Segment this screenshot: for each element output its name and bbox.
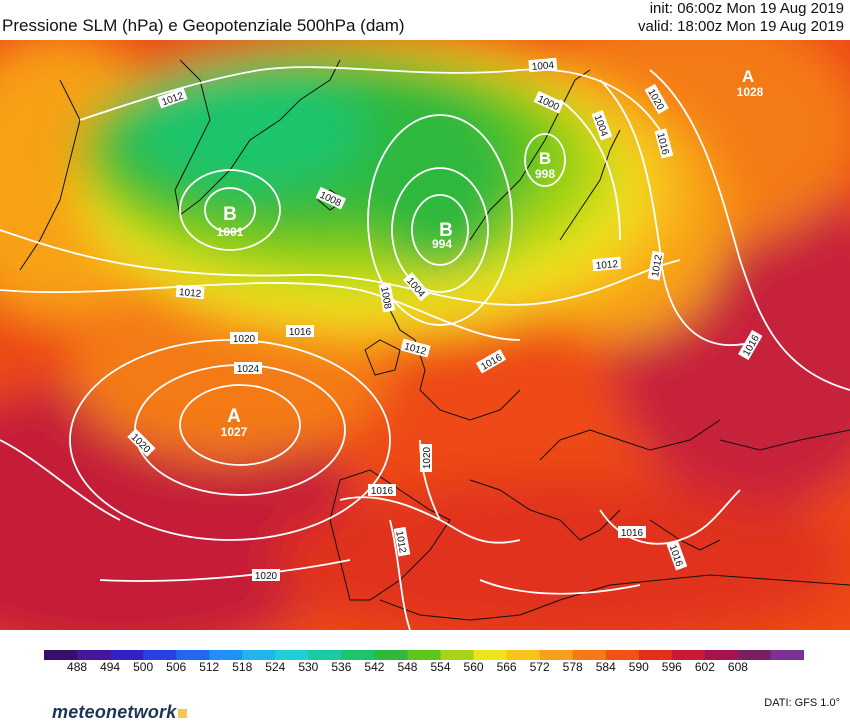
colorbar-swatch (638, 650, 673, 660)
colorbar-tick-label: 596 (661, 660, 682, 674)
colorbar-swatch (77, 650, 111, 660)
colorbar-swatch (737, 650, 772, 660)
colorbar-tick-label: 560 (463, 660, 484, 674)
pressure-centers: B 1001 B 994 B 998 A 1027 A 1028 (217, 67, 764, 439)
isobars (0, 66, 850, 630)
valid-time: valid: 18:00z Mon 19 Aug 2019 (638, 18, 844, 35)
colorbar-tick-label: 500 (133, 660, 154, 674)
pressure-center-value: 1028 (737, 85, 764, 99)
colorbar-tick-label: 524 (265, 660, 286, 674)
map-title: Pressione SLM (hPa) e Geopotenziale 500h… (2, 16, 405, 35)
pressure-center-value: 1001 (217, 225, 244, 239)
colorbar-swatch (341, 650, 375, 660)
colorbar-tick-label: 584 (595, 660, 616, 674)
colorbar-tick-label: 554 (430, 660, 451, 674)
colorbar-tick-label: 548 (397, 660, 418, 674)
pressure-center-symbol: B (223, 204, 237, 225)
isobar-label: 1020 (422, 446, 433, 469)
colorbar-labels: 488 494 500 506 512 518 524 530 536 542 548 554 560 5… (44, 660, 804, 674)
data-source: DATI: GFS 1.0° (764, 697, 840, 709)
pressure-center-value: 994 (432, 237, 452, 251)
colorbar-tick-label: 512 (199, 660, 220, 674)
weather-map: B 1001 B 994 B 998 A 1027 A 1028 1004 10… (0, 40, 850, 630)
colorbar-tick-label: 566 (496, 660, 517, 674)
colorbar-swatch (506, 650, 541, 660)
isobar-label: 1020 (233, 334, 256, 345)
coastlines (19, 59, 850, 621)
colorbar-swatch (143, 650, 177, 660)
brand-square-icon (178, 709, 188, 718)
colorbar-tick-label: 530 (298, 660, 319, 674)
colorbar-swatch (44, 650, 78, 660)
colorbar-swatch (440, 650, 475, 660)
geopotential-fill (0, 40, 850, 630)
colorbar-swatch (242, 650, 276, 660)
isobar-label: 1016 (289, 327, 312, 338)
pressure-center-symbol: A (742, 67, 754, 86)
colorbar-swatch (308, 650, 342, 660)
isobar-label: 1024 (237, 364, 260, 375)
brand-logo: meteonetwork (52, 702, 188, 723)
isobar-label: 1012 (650, 254, 665, 278)
colorbar-tick-label: 536 (331, 660, 352, 674)
colorbar-tick-label: 578 (562, 660, 583, 674)
colorbar-tick-label: 572 (529, 660, 550, 674)
colorbar-swatch (473, 650, 508, 660)
init-time: init: 06:00z Mon 19 Aug 2019 (649, 0, 844, 17)
pressure-center-symbol: B (439, 220, 453, 241)
colorbar-swatch (671, 650, 706, 660)
pressure-center-value: 998 (535, 167, 555, 181)
brand-name: meteonetwork (52, 702, 177, 722)
colorbar-swatch (770, 650, 805, 660)
colorbar-swatch (407, 650, 442, 660)
colorbar-swatch (209, 650, 243, 660)
colorbar-tick-label: 608 (727, 660, 748, 674)
colorbar (44, 647, 805, 660)
colorbar-tick-label: 488 (67, 660, 88, 674)
colorbar-swatch (275, 650, 309, 660)
colorbar-tick-label: 518 (232, 660, 253, 674)
isobar-label: 1016 (371, 486, 394, 497)
colorbar-swatch (539, 650, 574, 660)
colorbar-swatch (605, 650, 640, 660)
colorbar-swatch (176, 650, 210, 660)
isobar-label: 1016 (621, 528, 644, 539)
colorbar-swatch (572, 650, 607, 660)
colorbar-tick-label: 542 (364, 660, 385, 674)
colorbar-tick-label: 602 (694, 660, 715, 674)
pressure-center-value: 1027 (221, 425, 248, 439)
pressure-center-symbol: B (539, 149, 551, 168)
isobar-label: 1012 (595, 259, 619, 272)
isobar-label: 1012 (393, 530, 408, 554)
isobar-label: 1008 (378, 286, 393, 310)
isobar-label: 1004 (531, 60, 555, 73)
isobar-label: 1012 (178, 287, 202, 300)
colorbar-swatch (374, 650, 408, 660)
isobar-label: 1020 (255, 571, 278, 582)
colorbar-tick-label: 494 (100, 660, 121, 674)
colorbar-swatches (44, 650, 805, 660)
run-info: init: 06:00z Mon 19 Aug 2019 valid: 18:0… (638, 0, 844, 36)
map-svg: B 1001 B 994 B 998 A 1027 A 1028 1004 10… (0, 40, 850, 630)
colorbar-swatch (110, 650, 144, 660)
colorbar-swatch (704, 650, 739, 660)
pressure-center-symbol: A (227, 406, 241, 427)
colorbar-tick-label: 590 (628, 660, 649, 674)
colorbar-tick-label: 506 (166, 660, 187, 674)
isobar-labels: 1004 1000 1020 1004 1016 1012 1008 1012 … (127, 57, 763, 582)
